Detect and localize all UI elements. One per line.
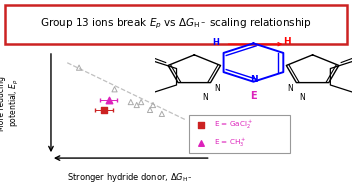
Point (128, 101, 134, 104)
Point (101, 108, 107, 112)
Text: Stronger hydride donor, $\Delta G_{\mathrm{H}^-}$: Stronger hydride donor, $\Delta G_{\math… (68, 171, 193, 184)
Point (150, 104, 156, 107)
Text: N: N (299, 93, 304, 101)
Text: N: N (287, 84, 293, 93)
Point (106, 99, 112, 102)
Text: H: H (212, 38, 219, 47)
Point (147, 108, 153, 112)
Point (199, 124, 204, 127)
Point (134, 104, 139, 107)
Text: N: N (214, 84, 220, 93)
FancyBboxPatch shape (189, 115, 290, 153)
Text: N: N (202, 93, 208, 101)
FancyBboxPatch shape (5, 5, 347, 44)
Point (138, 101, 144, 104)
Point (76, 66, 82, 69)
Point (112, 88, 117, 91)
Text: Group 13 ions break $\mathit{E}_\mathit{p}$ vs $\Delta G_{\mathrm{H}^-}$ scaling: Group 13 ions break $\mathit{E}_\mathit{… (40, 17, 312, 31)
Text: More reducing
potential, $\mathit{E}_\mathit{p}$: More reducing potential, $\mathit{E}_\ma… (0, 75, 21, 131)
Point (199, 142, 204, 145)
Text: N: N (250, 75, 257, 84)
Text: H: H (283, 37, 291, 46)
Text: E = CH$_3^+$: E = CH$_3^+$ (214, 137, 246, 149)
Text: E = GaCl$_2^+$: E = GaCl$_2^+$ (214, 119, 253, 131)
Text: E: E (250, 91, 257, 101)
Point (159, 112, 165, 115)
